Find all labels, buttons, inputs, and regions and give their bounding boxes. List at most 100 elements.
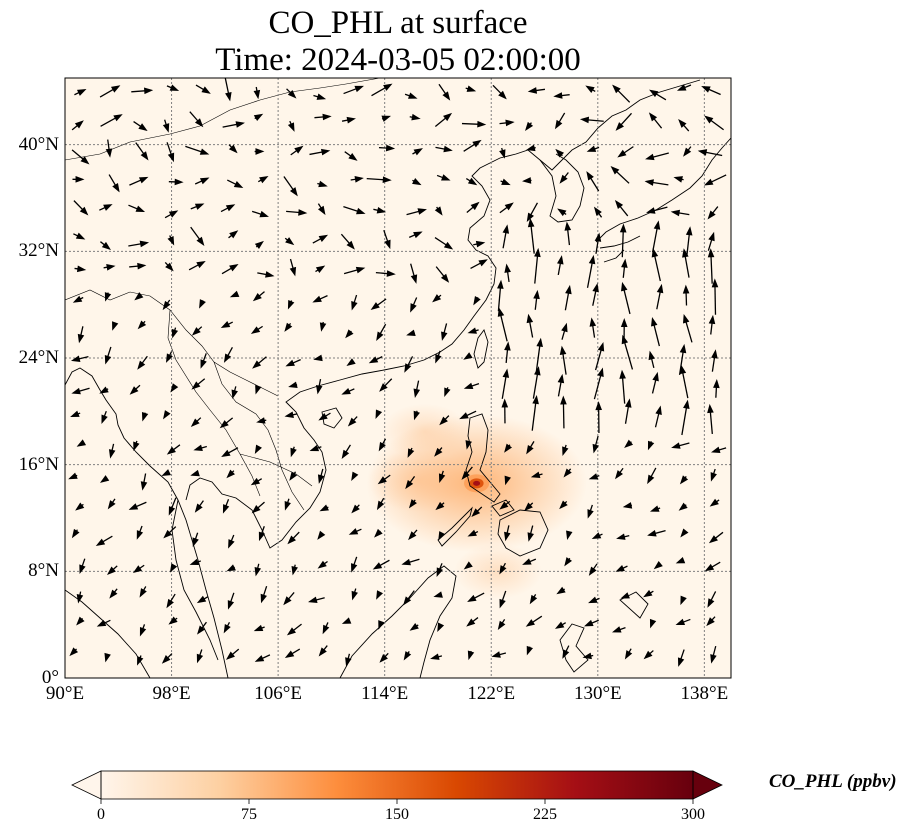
wind-arrow-head — [348, 528, 359, 535]
wind-arrow-head — [199, 148, 210, 155]
wind-arrow-head — [408, 92, 418, 99]
wind-arrow-head — [70, 355, 81, 362]
wind-arrow-head — [706, 617, 715, 627]
wind-arrow-head — [527, 217, 535, 228]
wind-arrow-head — [222, 504, 230, 514]
wind-arrow-head — [678, 502, 688, 511]
wind-arrow-head — [168, 506, 176, 516]
wind-arrow-head — [162, 123, 170, 133]
lon-tick-label: 114°E — [361, 683, 409, 704]
wind-arrow-head — [621, 334, 629, 345]
wind-arrow-head — [438, 531, 446, 541]
wind-arrow-head — [220, 321, 231, 329]
wind-arrow-head — [467, 650, 475, 661]
wind-arrow-head — [233, 181, 244, 188]
wind-arrow-head — [459, 412, 469, 420]
wind-arrow-head — [704, 115, 714, 124]
wind-arrow-head — [710, 472, 717, 482]
wind-arrow-head — [619, 223, 627, 233]
wind-arrow-head — [504, 443, 513, 453]
colorbar-tick-label: 150 — [385, 806, 409, 823]
wind-arrow-head — [561, 322, 568, 333]
wind-arrow-head — [71, 528, 80, 539]
wind-arrow-head — [341, 449, 350, 460]
wind-arrow-head — [491, 651, 501, 658]
wind-arrow-head — [527, 532, 534, 542]
map-time: Time: 2024-03-05 02:00:00 — [215, 42, 581, 78]
wind-arrow-head — [615, 564, 625, 572]
wind-arrow-head — [437, 622, 445, 632]
wind-arrow-head — [139, 240, 150, 248]
wind-arrow-head — [410, 303, 417, 313]
wind-arrow-head — [472, 139, 482, 148]
wind-arrow-head — [96, 619, 107, 627]
wind-arrow-head — [683, 399, 690, 409]
wind-arrow-head — [436, 567, 443, 577]
wind-arrow-head — [434, 447, 443, 457]
wind-arrow-head — [320, 148, 331, 156]
wind-arrow-head — [291, 565, 298, 576]
wind-arrow-head — [289, 266, 297, 277]
wind-arrow-head — [504, 263, 511, 273]
wind-arrow-head — [200, 359, 207, 369]
wind-arrow-head — [75, 232, 86, 240]
wind-arrow-head — [136, 530, 144, 540]
wind-arrow-head — [379, 653, 388, 663]
wind-arrow-head — [470, 201, 480, 211]
wind-arrow-head — [679, 475, 689, 485]
colorbar-bar — [101, 771, 693, 799]
wind-arrow-head — [655, 405, 662, 415]
wind-arrow-head — [194, 203, 205, 210]
wind-arrow-head — [381, 115, 391, 122]
wind-arrow-head — [610, 166, 620, 175]
wind-arrow-head — [258, 531, 266, 542]
wind-arrow-head — [106, 264, 116, 271]
wind-arrow-head — [112, 321, 119, 331]
lat-tick-label: 24°N — [18, 347, 59, 368]
wind-arrow-head — [199, 299, 206, 309]
wind-arrow-head — [192, 537, 199, 547]
wind-arrow-head — [376, 331, 384, 341]
wind-arrow-head — [463, 561, 473, 570]
wind-arrow-head — [191, 327, 201, 336]
wind-arrow-head — [408, 499, 417, 509]
wind-arrow-head — [298, 209, 308, 216]
wind-arrow-head — [169, 563, 178, 573]
lat-tick-label: 0° — [41, 667, 59, 688]
wind-arrow-head — [582, 652, 592, 660]
coastline-sulawesi — [559, 591, 649, 673]
wind-arrow-head — [621, 258, 628, 268]
wind-arrow-head — [646, 207, 656, 214]
wind-arrow-head — [708, 535, 718, 544]
wind-arrow-head — [322, 624, 330, 635]
wind-arrow-head — [498, 90, 507, 100]
wind-arrow-head — [534, 247, 541, 258]
wind-arrow-head — [711, 349, 718, 359]
wind-arrow-head — [651, 316, 658, 327]
wind-arrow-head — [588, 254, 596, 265]
wind-arrow-head — [504, 475, 511, 486]
wind-arrow-head — [375, 409, 383, 419]
wind-arrow-head — [406, 329, 416, 336]
wind-arrow-head — [168, 210, 179, 218]
wind-arrow-head — [196, 653, 204, 664]
wind-arrow-head — [165, 353, 173, 363]
colorbar-ticks — [100, 799, 694, 804]
wind-arrow-head — [478, 259, 488, 267]
wind-arrow-head — [370, 302, 380, 311]
wind-arrow-head — [134, 292, 144, 301]
wind-arrow-head — [166, 598, 174, 609]
wind-arrow-head — [711, 278, 719, 288]
wind-arrow-head — [676, 84, 687, 91]
lon-tick-label: 98°E — [152, 683, 191, 704]
colorbar-tick-label: 75 — [241, 806, 257, 823]
wind-arrow-head — [256, 417, 266, 424]
wind-arrow-head — [162, 300, 171, 311]
coastline-mindanao — [491, 499, 549, 557]
wind-arrow-head — [101, 414, 108, 425]
wind-arrow-head — [368, 356, 379, 364]
wind-arrow-head — [374, 528, 383, 538]
wind-arrow-head — [588, 473, 599, 480]
wind-arrow-head — [318, 412, 328, 421]
wind-arrow-head — [707, 210, 716, 220]
